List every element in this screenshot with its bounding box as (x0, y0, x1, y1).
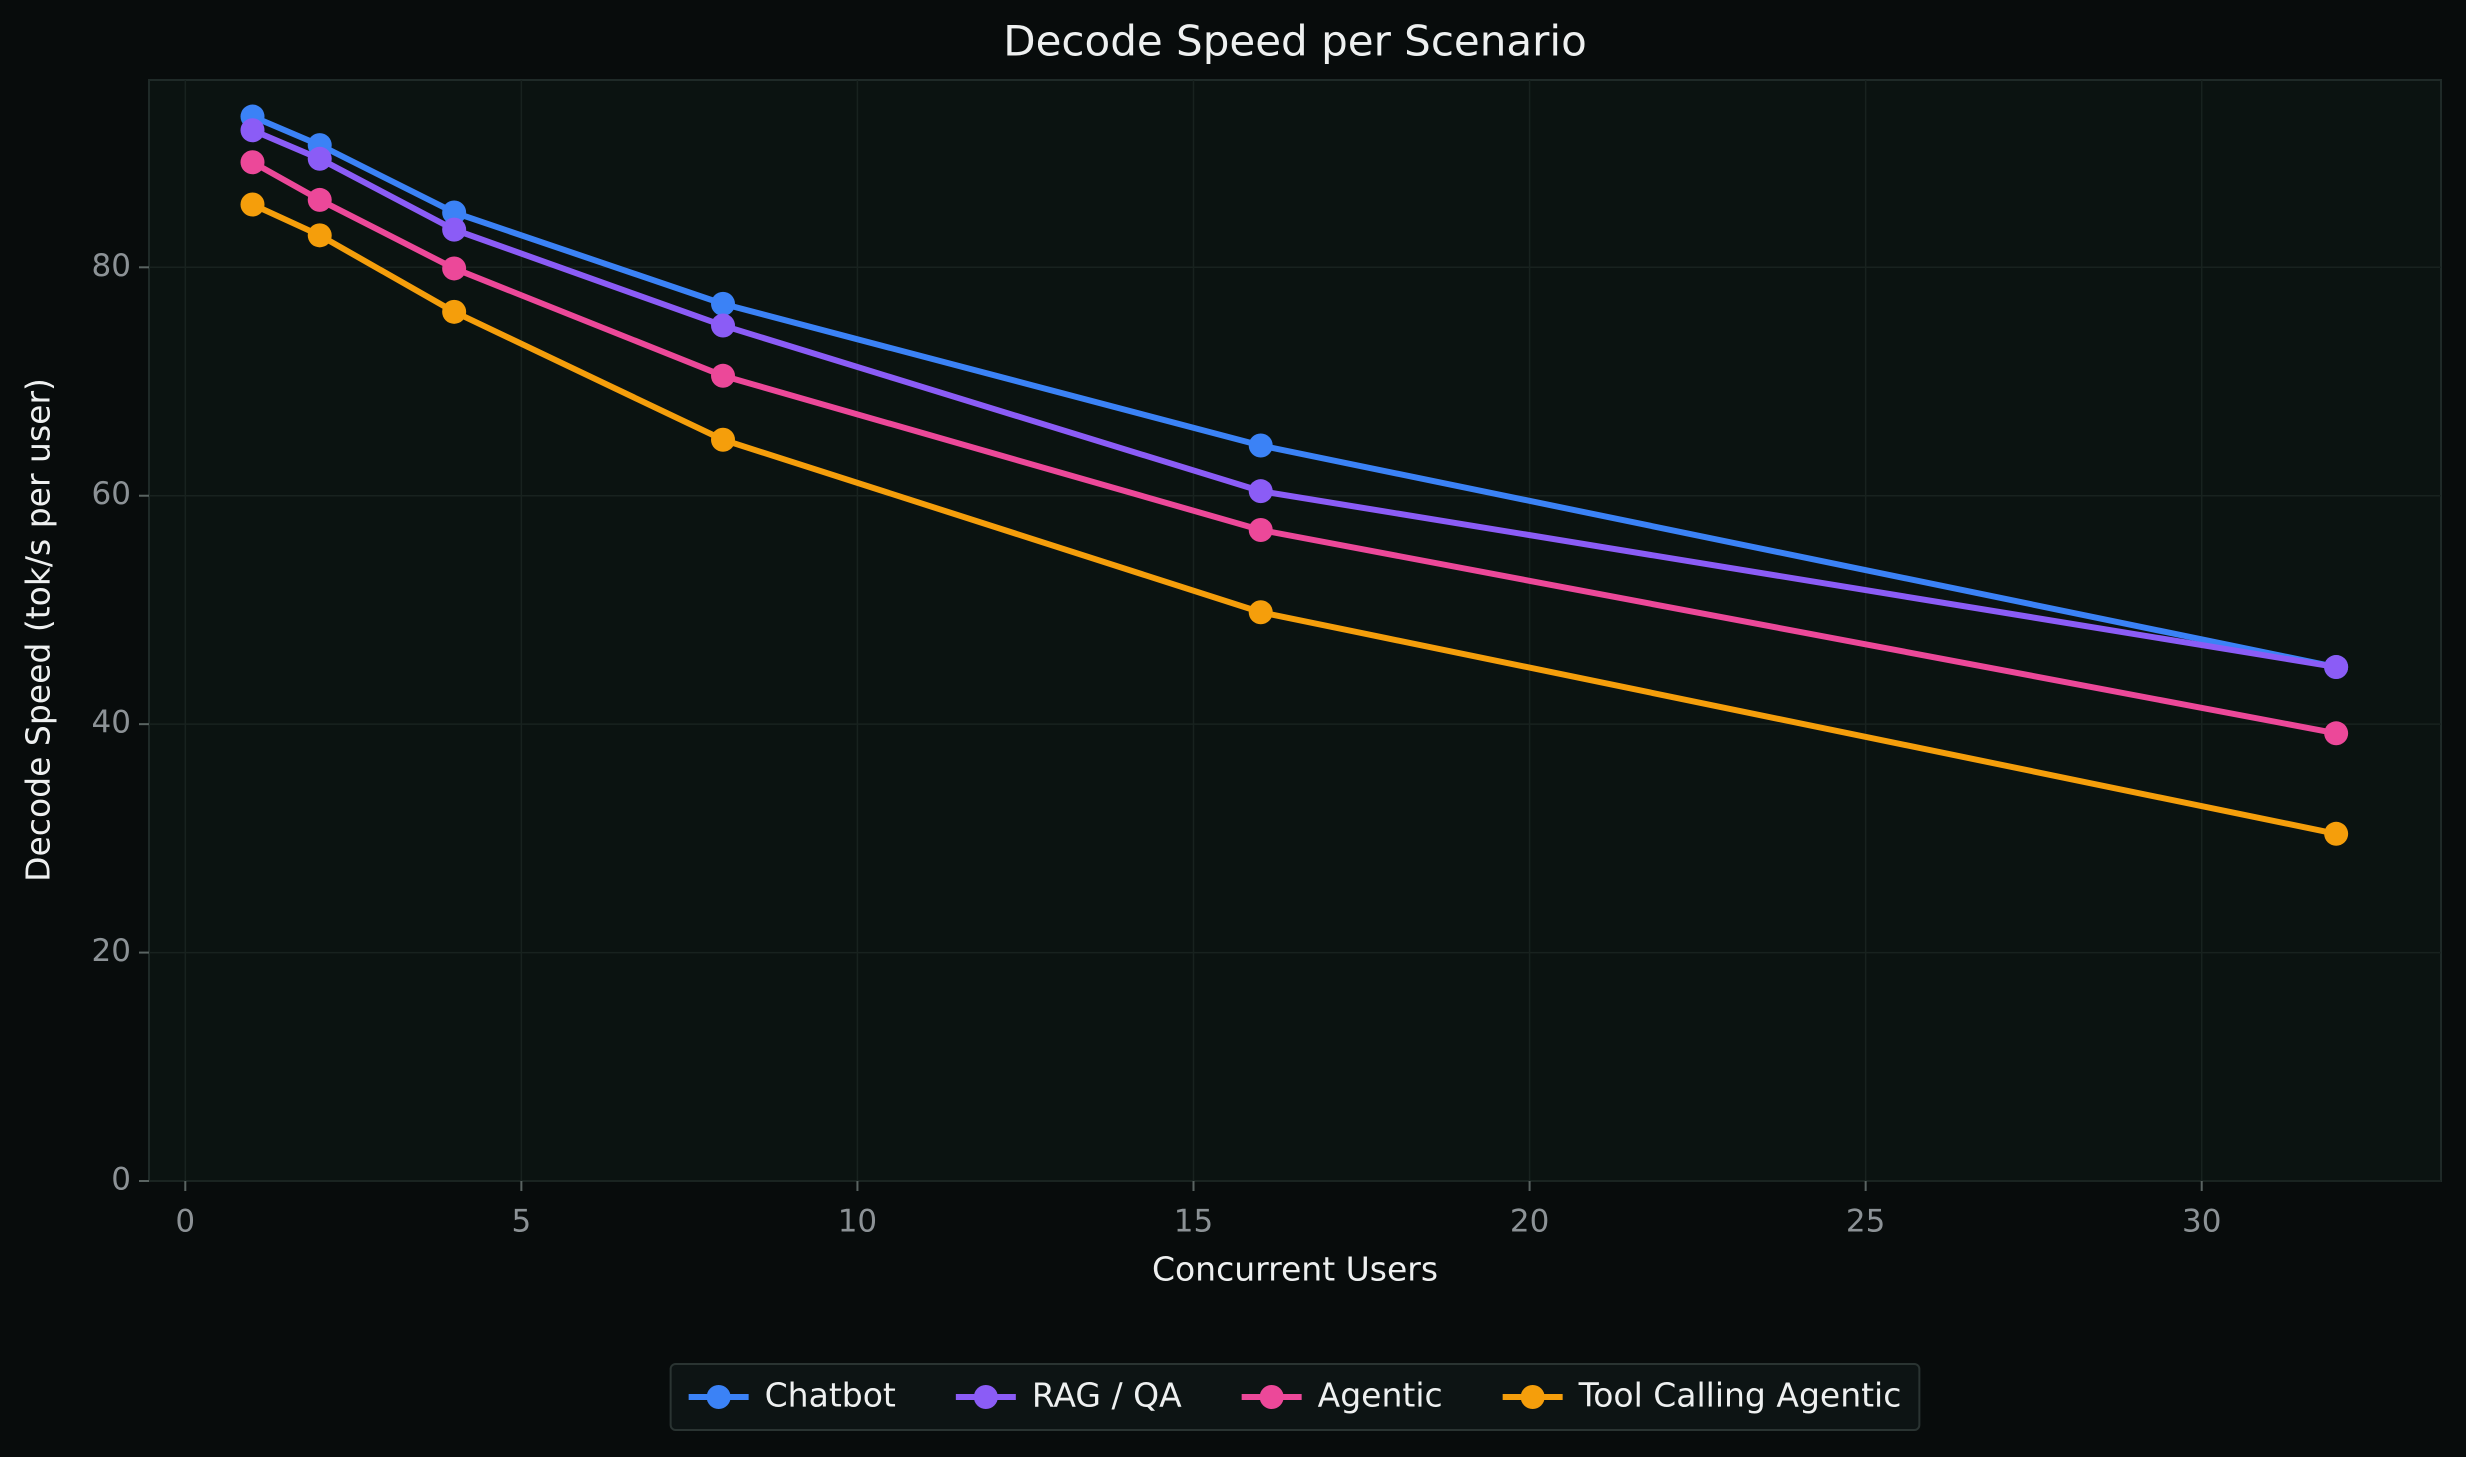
series-line (251, 113, 2337, 670)
data-point (711, 291, 736, 316)
legend-label: Tool Calling Agentic (1578, 1376, 1902, 1415)
y-tick-label: 40 (92, 705, 131, 741)
data-point (1248, 479, 1273, 504)
y-tick-label: 0 (111, 1162, 131, 1198)
legend: Chatbot RAG / QA Agentic Tool Calling Agent… (669, 1363, 1921, 1431)
x-tick-label: 0 (175, 1204, 195, 1240)
y-axis-label: Decode Speed (tok/s per user) (19, 378, 58, 882)
data-point (2324, 655, 2349, 680)
legend-label: RAG / QA (1032, 1376, 1182, 1415)
data-point (442, 299, 467, 324)
data-point (2324, 721, 2349, 746)
x-tick-label: 20 (1510, 1204, 1549, 1240)
plot-area (148, 79, 2442, 1182)
data-point (711, 427, 736, 452)
data-point (240, 192, 265, 217)
data-point (240, 118, 265, 143)
data-point (442, 217, 467, 242)
data-point (442, 200, 467, 225)
y-tick-label: 80 (92, 248, 131, 284)
legend-marker (1259, 1385, 1284, 1409)
series-line (251, 159, 2337, 737)
y-tick-label: 20 (92, 933, 131, 969)
x-tick-label: 30 (2182, 1204, 2221, 1240)
data-point (711, 363, 736, 388)
x-axis-label: Concurrent Users (1152, 1250, 1438, 1289)
data-point (442, 256, 467, 281)
x-tick-label: 5 (511, 1204, 531, 1240)
series-line (251, 201, 2337, 837)
legend-marker (973, 1385, 998, 1409)
x-tick-label: 15 (1174, 1204, 1213, 1240)
data-point (1248, 517, 1273, 542)
legend-label: Agentic (1318, 1376, 1443, 1415)
data-point (1248, 433, 1273, 458)
data-point (307, 146, 332, 171)
data-point (711, 313, 736, 338)
y-tick-label: 60 (92, 476, 131, 512)
chart-title: Decode Speed per Scenario (1003, 17, 1587, 66)
legend-marker (706, 1385, 731, 1409)
data-point (2324, 821, 2349, 846)
data-point (307, 187, 332, 212)
data-point (307, 223, 332, 248)
series-line (251, 127, 2337, 671)
legend-label: Chatbot (765, 1376, 896, 1415)
x-tick-label: 25 (1846, 1204, 1885, 1240)
data-point (240, 150, 265, 175)
data-point (1248, 600, 1273, 625)
legend-marker (1520, 1385, 1545, 1409)
x-tick-label: 10 (838, 1204, 877, 1240)
